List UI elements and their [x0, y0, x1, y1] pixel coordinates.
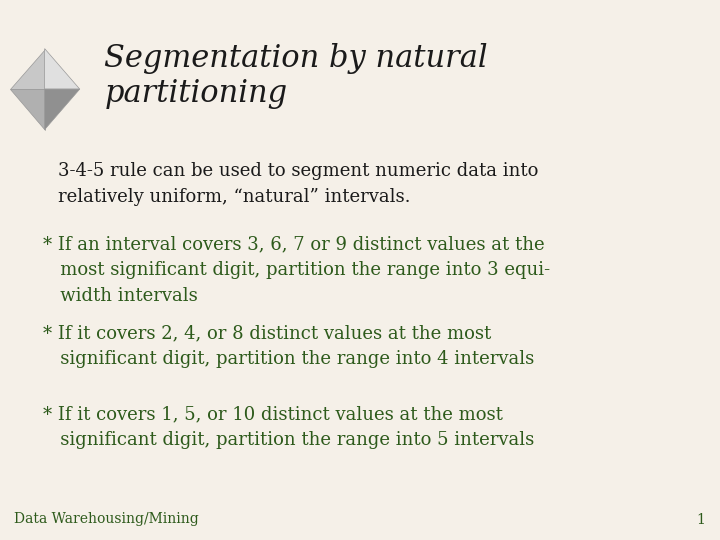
- Text: * If an interval covers 3, 6, 7 or 9 distinct values at the: * If an interval covers 3, 6, 7 or 9 dis…: [43, 235, 545, 253]
- Text: most significant digit, partition the range into 3 equi-: most significant digit, partition the ra…: [43, 261, 550, 279]
- Text: partitioning: partitioning: [104, 78, 287, 109]
- Text: relatively uniform, “natural” intervals.: relatively uniform, “natural” intervals.: [58, 188, 410, 206]
- Text: width intervals: width intervals: [43, 287, 198, 305]
- Text: significant digit, partition the range into 5 intervals: significant digit, partition the range i…: [43, 431, 534, 449]
- Polygon shape: [45, 49, 80, 89]
- Polygon shape: [9, 49, 45, 89]
- Text: Data Warehousing/Mining: Data Warehousing/Mining: [14, 512, 199, 526]
- Polygon shape: [45, 89, 80, 130]
- Text: Segmentation by natural: Segmentation by natural: [104, 43, 488, 74]
- Text: 3-4-5 rule can be used to segment numeric data into: 3-4-5 rule can be used to segment numeri…: [58, 162, 538, 180]
- Text: 1: 1: [697, 512, 706, 526]
- Text: significant digit, partition the range into 4 intervals: significant digit, partition the range i…: [43, 350, 534, 368]
- Text: * If it covers 2, 4, or 8 distinct values at the most: * If it covers 2, 4, or 8 distinct value…: [43, 324, 492, 342]
- Polygon shape: [9, 89, 45, 130]
- Text: * If it covers 1, 5, or 10 distinct values at the most: * If it covers 1, 5, or 10 distinct valu…: [43, 405, 503, 423]
